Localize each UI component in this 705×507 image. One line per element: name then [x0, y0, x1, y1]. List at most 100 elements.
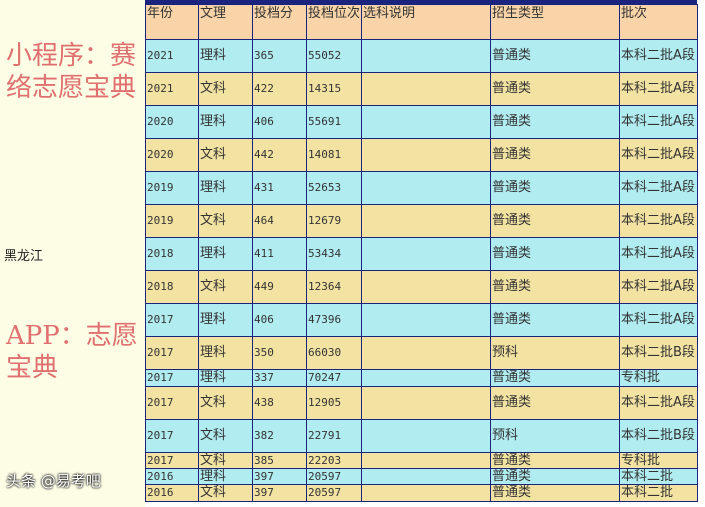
table-cell: 普通类: [490, 484, 620, 502]
table-cell: [361, 72, 491, 106]
column-header: 投档分: [252, 4, 307, 40]
watermark-toutiao: 头条 @易考吧: [6, 472, 101, 490]
table-cell: 53434: [306, 237, 362, 271]
table-cell: 431: [252, 171, 307, 205]
table-cell: 397: [252, 484, 307, 502]
table-cell: 文科: [198, 419, 253, 453]
table-cell: [361, 204, 491, 238]
table-cell: 普通类: [490, 386, 620, 420]
table-cell: 普通类: [490, 303, 620, 337]
table-cell: [361, 452, 491, 469]
table-cell: 2016: [145, 468, 199, 485]
table-cell: 本科二批A段: [619, 39, 698, 73]
table-cell: 66030: [306, 336, 362, 370]
table-cell: 文科: [198, 386, 253, 420]
table-cell: 2019: [145, 204, 199, 238]
table-cell: 2020: [145, 105, 199, 139]
column-header: 批次: [619, 4, 698, 40]
table-cell: [361, 237, 491, 271]
table-cell: 本科二批A段: [619, 105, 698, 139]
table-cell: 52653: [306, 171, 362, 205]
table-cell: 文科: [198, 138, 253, 172]
table-cell: [361, 270, 491, 304]
column-header: 选科说明: [361, 4, 491, 40]
table-cell: 普通类: [490, 204, 620, 238]
table-cell: 20597: [306, 468, 362, 485]
table-cell: 理科: [198, 303, 253, 337]
table-cell: 406: [252, 105, 307, 139]
table-row: 2017 文科 382 22791 预科 本科二批B段: [145, 419, 698, 453]
table-row: 2021 文科 422 14315 普通类 本科二批A段: [145, 72, 698, 106]
table-cell: 本科二批: [619, 468, 698, 485]
table-cell: 55052: [306, 39, 362, 73]
table-cell: 文科: [198, 72, 253, 106]
table-cell: 2018: [145, 237, 199, 271]
table-cell: 本科二批A段: [619, 237, 698, 271]
table-row: 2017 文科 385 22203 普通类 专科批: [145, 452, 698, 469]
table-cell: 本科二批A段: [619, 204, 698, 238]
table-cell: 理科: [198, 468, 253, 485]
table-cell: 365: [252, 39, 307, 73]
table-cell: 2017: [145, 452, 199, 469]
table-cell: 本科二批A段: [619, 138, 698, 172]
table-cell: 350: [252, 336, 307, 370]
table-cell: 12364: [306, 270, 362, 304]
table-cell: 理科: [198, 39, 253, 73]
table-cell: [361, 386, 491, 420]
table-row: 2021 理科 365 55052 普通类 本科二批A段: [145, 39, 698, 73]
table-cell: 理科: [198, 171, 253, 205]
table-cell: 20597: [306, 484, 362, 502]
table-cell: [361, 468, 491, 485]
table-cell: 文科: [198, 270, 253, 304]
table-row: 2017 文科 438 12905 普通类 本科二批A段: [145, 386, 698, 420]
table-row: 2020 理科 406 55691 普通类 本科二批A段: [145, 105, 698, 139]
province-label: 黑龙江: [4, 249, 44, 264]
table-cell: 本科二批A段: [619, 386, 698, 420]
table-cell: 2017: [145, 386, 199, 420]
table-cell: 397: [252, 468, 307, 485]
table-cell: 12679: [306, 204, 362, 238]
table-cell: 理科: [198, 336, 253, 370]
table-cell: [361, 105, 491, 139]
table-cell: 2021: [145, 39, 199, 73]
table-cell: 普通类: [490, 72, 620, 106]
table-cell: [361, 336, 491, 370]
table-cell: 文科: [198, 484, 253, 502]
table-cell: 预科: [490, 336, 620, 370]
table-cell: 普通类: [490, 105, 620, 139]
table-cell: [361, 369, 491, 387]
table-cell: [361, 303, 491, 337]
table-cell: 438: [252, 386, 307, 420]
table-cell: 411: [252, 237, 307, 271]
watermark-miniprogram: 小程序：赛络志愿宝典: [6, 41, 137, 103]
table-cell: [361, 39, 491, 73]
table-cell: [361, 484, 491, 502]
table-cell: 2021: [145, 72, 199, 106]
table-cell: 专科批: [619, 369, 698, 387]
table-cell: 2017: [145, 369, 199, 387]
table-cell: 本科二批B段: [619, 419, 698, 453]
table-cell: 文科: [198, 452, 253, 469]
table-cell: 2018: [145, 270, 199, 304]
table-cell: 2017: [145, 336, 199, 370]
table-cell: 14081: [306, 138, 362, 172]
table-cell: 普通类: [490, 39, 620, 73]
table-row: 2016 文科 397 20597 普通类 本科二批: [145, 484, 698, 502]
admission-score-table: 年份 文理 投档分 投档位次 选科说明 招生类型 批次 2021 理科 365 55052 普通类 本科…: [145, 4, 698, 502]
table-cell: 理科: [198, 105, 253, 139]
table-cell: 专科批: [619, 452, 698, 469]
table-cell: [361, 171, 491, 205]
table-row: 2019 理科 431 52653 普通类 本科二批A段: [145, 171, 698, 205]
table-cell: 普通类: [490, 270, 620, 304]
table-row: 2017 理科 337 70247 普通类 专科批: [145, 369, 698, 387]
table-cell: [361, 138, 491, 172]
table-cell: [361, 419, 491, 453]
table-cell: 47396: [306, 303, 362, 337]
column-header: 招生类型: [490, 4, 620, 40]
table-cell: 本科二批A段: [619, 72, 698, 106]
table-cell: 理科: [198, 369, 253, 387]
table-cell: 2016: [145, 484, 199, 502]
table-cell: 14315: [306, 72, 362, 106]
table-row: 2018 文科 449 12364 普通类 本科二批A段: [145, 270, 698, 304]
table-cell: 普通类: [490, 369, 620, 387]
